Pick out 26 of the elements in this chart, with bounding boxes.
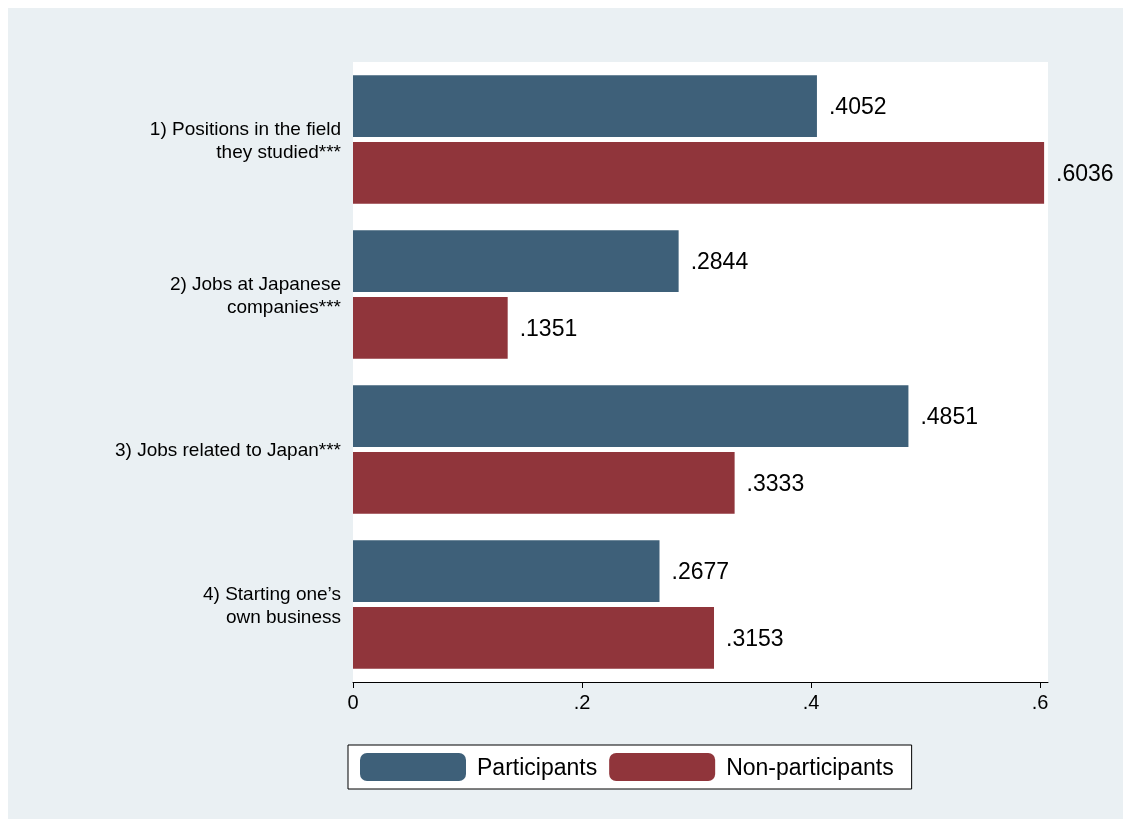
bar xyxy=(353,606,715,669)
x-tick-label: .4 xyxy=(802,691,820,713)
y-tick-label: 2) Jobs at Japanese companies*** xyxy=(169,272,342,317)
x-tick-label: 0 xyxy=(347,691,359,713)
data-label: .1351 xyxy=(519,314,578,341)
legend-label: Non-participants xyxy=(726,754,894,780)
bar xyxy=(353,141,1045,204)
x-tick-label: .2 xyxy=(573,691,591,713)
data-label: .2844 xyxy=(690,248,749,275)
bar xyxy=(353,451,735,514)
y-tick-label: 3) Jobs related to Japan*** xyxy=(114,439,342,460)
data-label: .3153 xyxy=(726,624,784,651)
legend-label: Participants xyxy=(477,754,598,780)
y-tick-label: 1) Positions in the field they studied*** xyxy=(149,117,342,162)
y-tick-label: 4) Starting one’s own business xyxy=(202,582,341,627)
data-label: .4851 xyxy=(920,403,978,430)
bar xyxy=(353,230,679,293)
x-tick-label: .6 xyxy=(1031,691,1049,713)
bar xyxy=(353,296,508,359)
bar xyxy=(353,540,660,603)
data-label: .3333 xyxy=(746,469,805,496)
data-label: .4052 xyxy=(828,93,887,120)
bar xyxy=(353,385,909,448)
data-label: .6036 xyxy=(1056,159,1114,186)
data-label: .2677 xyxy=(671,558,730,585)
bar xyxy=(353,75,817,138)
